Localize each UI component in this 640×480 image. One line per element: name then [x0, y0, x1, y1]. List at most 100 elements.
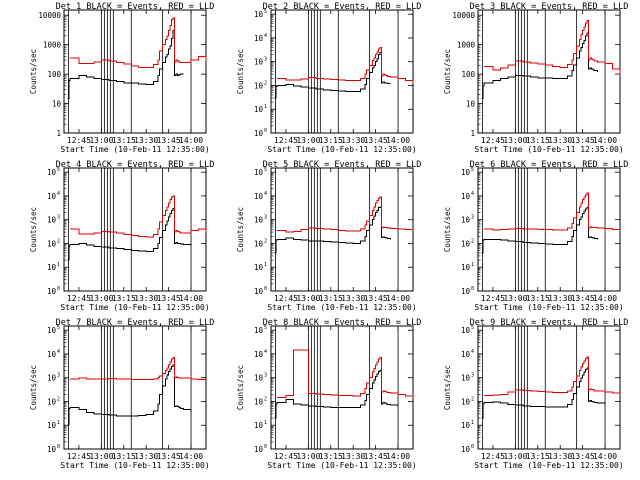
y-tick-base: 10 [47, 192, 57, 201]
y-axis-label: Counts/sec [443, 207, 452, 252]
panel-legend-text: BLACK = Events, RED = LLD [500, 160, 628, 170]
y-tick-label: 10 [461, 374, 471, 383]
y-tick-base: 10 [461, 445, 471, 454]
y-axis-label: Counts/sec [236, 365, 245, 410]
x-tick-label: 13:00 [503, 452, 527, 461]
lld-series-line [484, 356, 621, 396]
panel-det-7: Det 7 BLACK = Events, RED = LLD 12:4513:0… [29, 318, 214, 470]
lld-series-line [70, 17, 207, 69]
y-tick-label: 10 [461, 287, 471, 296]
panel-det-label: Det 2 [263, 2, 289, 12]
x-axis-label: Start Time (10-Feb-11 12:35:00) [60, 461, 209, 470]
x-tick-label: 12:45 [274, 452, 298, 461]
y-tick-exponent: 1 [57, 420, 60, 426]
y-tick-exponent: 1 [57, 262, 60, 268]
panel-det-3: Det 3 BLACK = Events, RED = LLD 12:4513:0… [443, 2, 628, 154]
x-axis-label: Start Time (10-Feb-11 12:35:00) [474, 461, 623, 470]
plot-frame [270, 325, 414, 450]
x-tick-label: 13:15 [112, 136, 136, 145]
y-tick-exponent: 5 [264, 9, 267, 15]
y-tick-label: 10 [461, 421, 471, 430]
y-tick-base: 10 [461, 216, 471, 225]
x-axis-label: Start Time (10-Feb-11 12:35:00) [60, 303, 209, 312]
plot-frame [270, 167, 414, 292]
x-tick-label: 14:00 [593, 136, 617, 145]
y-tick-exponent: 0 [471, 444, 474, 450]
x-tick-label: 13:30 [548, 136, 572, 145]
y-tick-base: 10 [47, 374, 57, 383]
y-tick-label: 10 [254, 192, 264, 201]
x-tick-label: 13:15 [112, 452, 136, 461]
y-tick-label: 10 [254, 374, 264, 383]
events-series-line [274, 370, 399, 419]
y-axis-label: Counts/sec [29, 49, 38, 94]
x-tick-label: 14:00 [179, 294, 203, 303]
y-tick-base: 10 [254, 10, 264, 19]
y-tick-base: 10 [254, 263, 264, 272]
lld-series-line [277, 46, 414, 83]
x-tick-label: 13:45 [157, 294, 181, 303]
y-tick-label: 10 [47, 374, 57, 383]
panel-det-8: Det 8 BLACK = Events, RED = LLD 12:4513:0… [236, 318, 421, 470]
y-tick-exponent: 1 [471, 420, 474, 426]
x-tick-label: 13:30 [548, 294, 572, 303]
panel-legend-text: BLACK = Events, RED = LLD [293, 318, 421, 328]
x-tick-label: 13:00 [89, 452, 113, 461]
plot-frame [477, 9, 621, 134]
x-tick-label: 13:00 [503, 136, 527, 145]
x-tick-label: 12:45 [481, 452, 505, 461]
panel-legend-text: BLACK = Events, RED = LLD [500, 2, 628, 12]
x-tick-label: 12:45 [67, 452, 91, 461]
x-tick-label: 13:30 [134, 452, 158, 461]
y-tick-label: 10 [461, 168, 471, 177]
x-axis-label: Start Time (10-Feb-11 12:35:00) [60, 145, 209, 154]
y-tick-base: 10 [461, 287, 471, 296]
x-tick-label: 13:15 [319, 136, 343, 145]
lld-series-line [277, 196, 414, 233]
panel-title: Det 2 BLACK = Events, RED = LLD [263, 2, 422, 12]
y-tick-exponent: 2 [264, 238, 267, 244]
x-tick-label: 13:30 [341, 452, 365, 461]
y-tick-base: 10 [461, 168, 471, 177]
y-tick-exponent: 5 [264, 167, 267, 173]
y-tick-base: 10 [254, 326, 264, 335]
panel-title: Det 7 BLACK = Events, RED = LLD [56, 318, 215, 328]
events-series-line [481, 32, 599, 99]
lld-series-line [70, 195, 207, 238]
y-tick-exponent: 1 [471, 262, 474, 268]
y-tick-exponent: 4 [264, 349, 267, 355]
events-series-line [67, 364, 192, 426]
events-series-line [481, 367, 606, 419]
y-tick-exponent: 3 [471, 373, 474, 379]
y-tick-base: 10 [47, 397, 57, 406]
x-tick-label: 13:45 [364, 294, 388, 303]
y-tick-label: 10 [461, 239, 471, 248]
panel-title: Det 8 BLACK = Events, RED = LLD [263, 318, 422, 328]
y-tick-label: 10 [254, 326, 264, 335]
y-tick-base: 10 [254, 81, 264, 90]
panel-title: Det 6 BLACK = Events, RED = LLD [470, 160, 629, 170]
x-tick-label: 14:00 [179, 136, 203, 145]
y-tick-base: 10 [47, 287, 57, 296]
y-tick-label: 10 [47, 287, 57, 296]
y-tick-exponent: 1 [264, 420, 267, 426]
y-tick-label: 10 [254, 105, 264, 114]
panel-det-5: Det 5 BLACK = Events, RED = LLD 12:4513:0… [236, 160, 421, 312]
x-axis-label: Start Time (10-Feb-11 12:35:00) [474, 303, 623, 312]
y-tick-label: 10 [47, 263, 57, 272]
x-tick-label: 13:30 [134, 294, 158, 303]
y-tick-label: 10 [461, 192, 471, 201]
panel-legend-text: BLACK = Events, RED = LLD [86, 2, 214, 12]
y-tick-exponent: 5 [264, 325, 267, 331]
y-axis-label: Counts/sec [29, 365, 38, 410]
y-tick-label: 10 [254, 287, 264, 296]
events-series-line [274, 51, 391, 99]
lld-series-line [277, 349, 414, 398]
y-tick-base: 10 [254, 445, 264, 454]
y-tick-label: 10 [254, 445, 264, 454]
y-tick-label: 10 [254, 216, 264, 225]
y-axis-label: Counts/sec [443, 365, 452, 410]
y-tick-base: 10 [254, 287, 264, 296]
x-axis-label: Start Time (10-Feb-11 12:35:00) [474, 145, 623, 154]
